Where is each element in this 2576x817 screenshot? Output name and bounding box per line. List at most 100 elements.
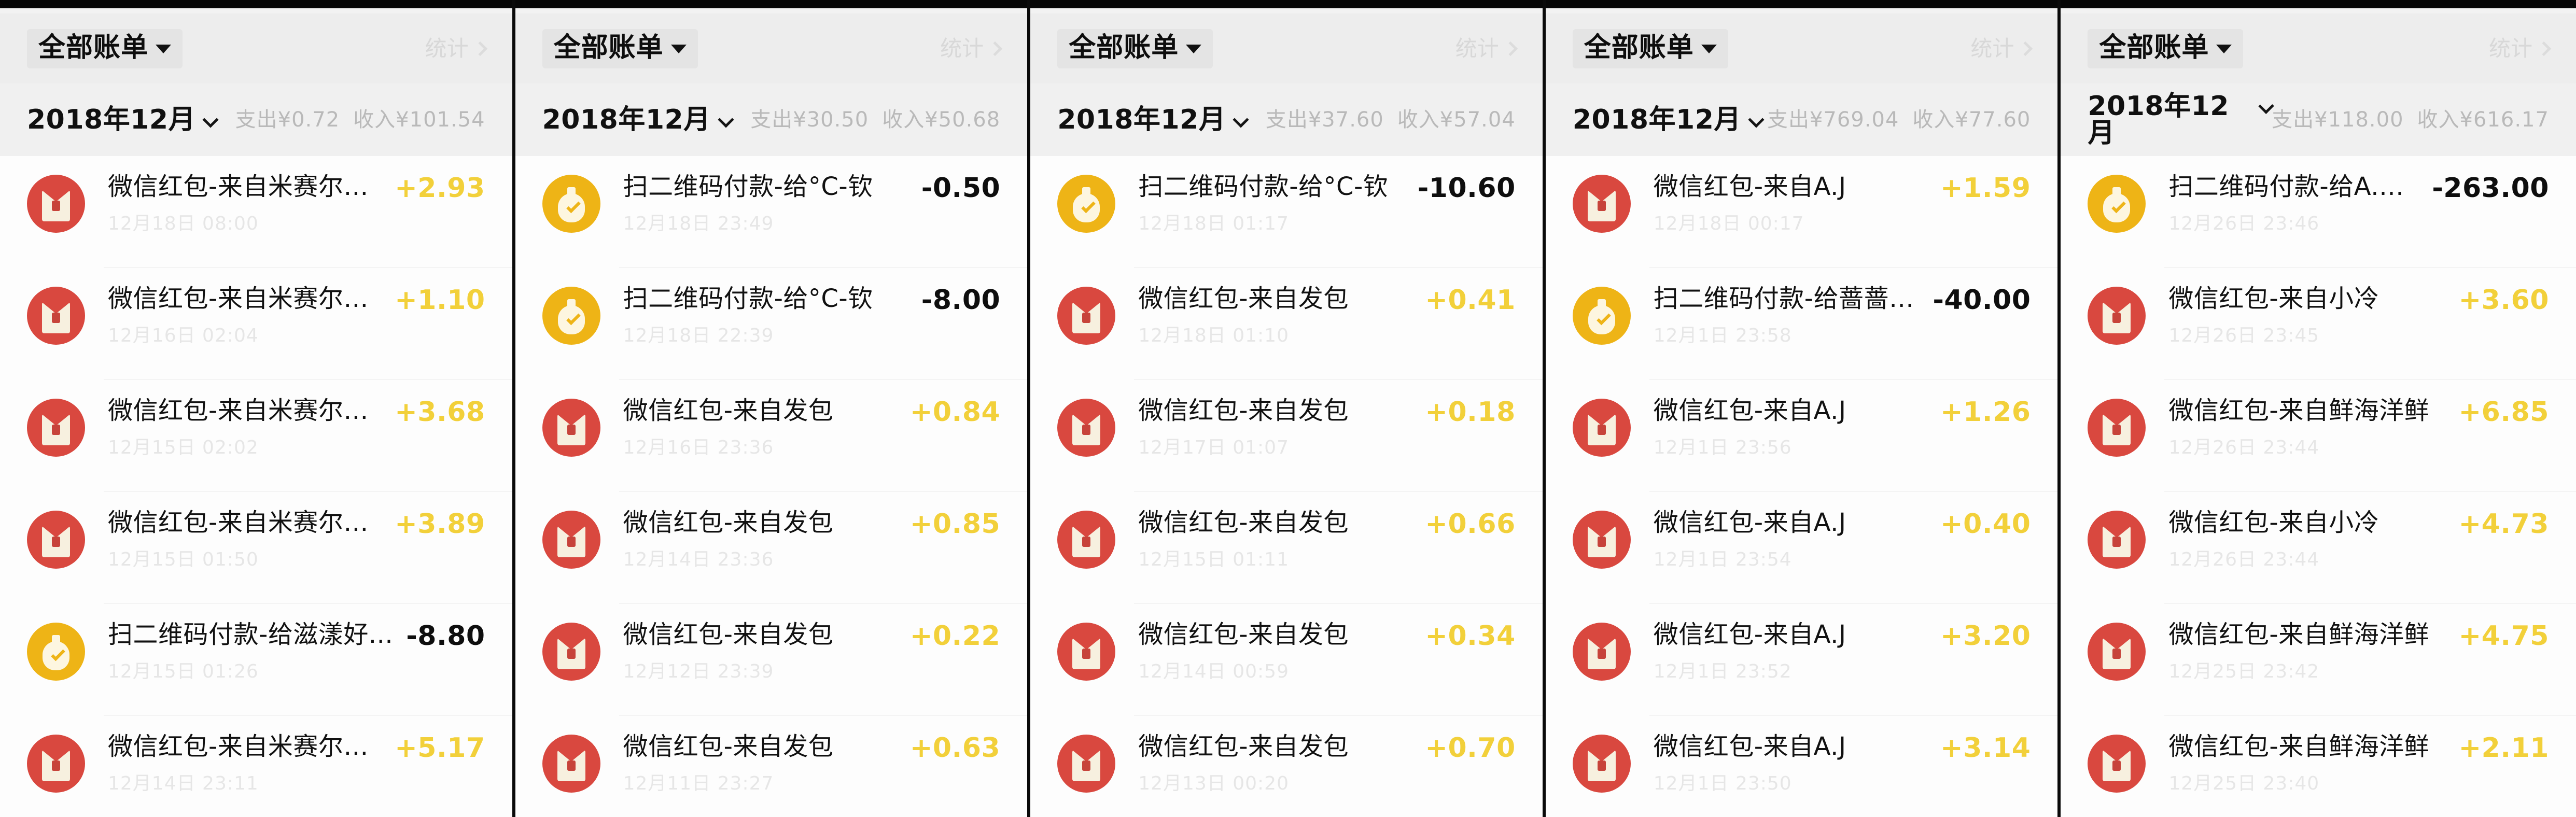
month-totals: 支出¥30.50 收入¥50.68 — [750, 109, 1000, 130]
transaction-details: 微信红包-来自发包 12月18日 01:10 — [1138, 283, 1415, 345]
month-summary-bar: 2018年12月 支出¥769.04 收入¥77.60 — [1545, 83, 2058, 156]
transaction-amount: +1.59 — [1940, 173, 2031, 204]
transaction-row[interactable]: 微信红包-来自A.J 12月1日 23:56 +1.26 — [1546, 380, 2058, 492]
transaction-date: 12月25日 23:40 — [2168, 773, 2320, 795]
statistics-link[interactable]: 统计 — [1455, 35, 1518, 61]
navigation-bar: 全部账单 统计 — [1030, 13, 1543, 83]
transaction-details: 微信红包-来自发包 12月11日 23:27 — [623, 730, 900, 793]
money-bag-icon — [1057, 175, 1116, 233]
transaction-amount: +1.26 — [1940, 397, 2031, 428]
transaction-row[interactable]: 扫二维码付款-给°C-钦 12月18日 01:17 -10.60 — [1030, 156, 1543, 268]
transaction-row[interactable]: 微信红包-来自米赛尔12-... 12月15日 02:02 +3.68 — [0, 380, 512, 492]
transaction-amount: -8.00 — [921, 285, 1001, 316]
month-selector[interactable]: 2018年12月 — [27, 106, 219, 133]
transaction-row[interactable]: 扫二维码付款-给蔷蔷的... 12月1日 23:58 -40.00 — [1546, 268, 2058, 380]
month-selector[interactable]: 2018年12月 — [1573, 106, 1765, 133]
transaction-row[interactable]: 扫二维码付款-给°C-钦 12月18日 22:39 -8.00 — [515, 268, 1028, 380]
red-envelope-icon — [542, 399, 600, 457]
transaction-row[interactable]: 微信红包-来自A.J 12月1日 23:52 +3.20 — [1546, 604, 2058, 716]
transaction-row[interactable]: 微信红包-来自发包 12月18日 01:10 +0.41 — [1030, 268, 1543, 380]
transaction-row[interactable]: 微信红包-来自米赛尔12-... 12月16日 02:04 +1.10 — [0, 268, 512, 380]
envelope-seal — [2112, 313, 2121, 323]
transaction-title: 扫二维码付款-给°C-钦 — [623, 285, 873, 313]
transaction-row[interactable]: 微信红包-来自发包 12月14日 00:59 +0.34 — [1030, 604, 1543, 716]
bill-filter-dropdown[interactable]: 全部账单 — [27, 29, 183, 68]
transaction-list[interactable]: 扫二维码付款-给A.虱... 12月26日 23:46 -263.00 微信红包-来自… — [2061, 156, 2576, 817]
transaction-row[interactable]: 微信红包-来自米赛尔12-... 12月14日 23:11 +5.17 — [0, 716, 512, 817]
transaction-row[interactable]: 扫二维码付款-给A.虱... 12月26日 23:46 -263.00 — [2061, 156, 2576, 268]
transaction-row[interactable]: 微信红包-来自A.J 12月18日 00:17 +1.59 — [1546, 156, 2058, 268]
envelope-seal — [1597, 425, 1606, 435]
statistics-link[interactable]: 统计 — [940, 37, 1003, 60]
transaction-title: 扫二维码付款-给°C-钦 — [623, 173, 873, 201]
transaction-title: 扫二维码付款-给A.虱... — [2168, 173, 2422, 201]
transaction-row[interactable]: 微信红包-来自发包 12月15日 01:11 +0.66 — [1030, 492, 1543, 604]
transaction-date: 12月15日 01:50 — [108, 549, 259, 571]
transaction-date: 12月25日 23:42 — [2168, 661, 2320, 683]
statistics-link[interactable]: 统计 — [425, 37, 487, 60]
transaction-row[interactable]: 微信红包-来自A.J 12月1日 23:54 +0.40 — [1546, 492, 2058, 604]
transaction-list[interactable]: 扫二维码付款-给°C-钦 12月18日 23:49 -0.50 扫二维码付款-给°C-… — [515, 156, 1028, 817]
transaction-row[interactable]: 微信红包-来自发包 12月11日 23:27 +0.63 — [515, 716, 1028, 817]
bill-filter-dropdown[interactable]: 全部账单 — [2088, 29, 2244, 68]
money-bag-icon — [2088, 175, 2146, 233]
transaction-list[interactable]: 微信红包-来自A.J 12月18日 00:17 +1.59 扫二维码付款-给蔷蔷的..… — [1545, 156, 2058, 817]
transaction-details: 微信红包-来自发包 12月12日 23:39 — [623, 618, 900, 681]
bill-filter-dropdown[interactable]: 全部账单 — [1572, 29, 1728, 68]
transaction-date: 12月16日 23:36 — [623, 437, 774, 459]
transaction-title: 微信红包-来自鲜海洋鲜 — [2168, 733, 2430, 761]
statistics-label: 统计 — [2488, 35, 2532, 61]
transaction-amount: +2.93 — [395, 173, 485, 204]
bill-filter-dropdown[interactable]: 全部账单 — [1057, 29, 1213, 68]
transaction-amount: +0.70 — [1425, 733, 1516, 764]
transaction-list[interactable]: 扫二维码付款-给°C-钦 12月18日 01:17 -10.60 微信红包-来自发包 1… — [1030, 156, 1543, 817]
transaction-row[interactable]: 微信红包-来自发包 12月13日 00:20 +0.70 — [1030, 716, 1543, 817]
transaction-details: 微信红包-来自A.J 12月1日 23:56 — [1654, 395, 1930, 457]
transaction-row[interactable]: 扫二维码付款-给°C-钦 12月18日 23:49 -0.50 — [515, 156, 1028, 268]
transaction-row[interactable]: 微信红包-来自鲜海洋鲜 12月25日 23:42 +4.75 — [2061, 604, 2576, 716]
transaction-row[interactable]: 微信红包-来自小冷 12月26日 23:44 +4.73 — [2061, 492, 2576, 604]
statistics-label: 统计 — [1455, 35, 1499, 61]
transaction-amount: -10.60 — [1417, 173, 1516, 204]
transaction-amount: -263.00 — [2432, 173, 2549, 204]
transaction-row[interactable]: 微信红包-来自鲜海洋鲜 12月26日 23:44 +6.85 — [2061, 380, 2576, 492]
transaction-row[interactable]: 微信红包-来自米赛尔12-... 12月18日 08:00 +2.93 — [0, 156, 512, 268]
status-bar — [2061, 0, 2576, 8]
transaction-details: 微信红包-来自米赛尔12-... 12月16日 02:04 — [108, 283, 384, 345]
statistics-link[interactable]: 统计 — [1970, 37, 2033, 60]
transaction-row[interactable]: 微信红包-来自小冷 12月26日 23:45 +3.60 — [2061, 268, 2576, 380]
transaction-row[interactable]: 微信红包-来自发包 12月16日 23:36 +0.84 — [515, 380, 1028, 492]
envelope-seal — [2112, 760, 2121, 771]
month-selector[interactable]: 2018年12月 — [1057, 106, 1249, 133]
month-selector[interactable]: 2018年12月 — [2088, 93, 2274, 147]
transaction-amount: +3.60 — [2458, 285, 2549, 316]
transaction-row[interactable]: 扫二维码付款-给滋漾好... 12月15日 01:26 -8.80 — [0, 604, 512, 716]
statistics-link[interactable]: 统计 — [2488, 35, 2552, 61]
transaction-list[interactable]: 微信红包-来自米赛尔12-... 12月18日 08:00 +2.93 微信红包-来自… — [0, 156, 512, 817]
bill-filter-label: 全部账单 — [2099, 32, 2209, 63]
transaction-row[interactable]: 微信红包-来自A.J 12月1日 23:50 +3.14 — [1546, 716, 2058, 817]
bill-screen: 全部账单 统计 2018年12月 支出¥118.00 收入¥616.17 扫二维码付款-给… — [2061, 0, 2576, 817]
transaction-row[interactable]: 微信红包-来自发包 12月14日 23:36 +0.85 — [515, 492, 1028, 604]
transaction-row[interactable]: 微信红包-来自发包 12月12日 23:39 +0.22 — [515, 604, 1028, 716]
transaction-details: 微信红包-来自发包 12月14日 23:36 — [623, 506, 900, 569]
month-totals: 支出¥118.00 收入¥616.17 — [2272, 109, 2549, 130]
transaction-title: 微信红包-来自发包 — [623, 733, 834, 761]
bill-filter-dropdown[interactable]: 全部账单 — [542, 29, 698, 68]
envelope-seal — [52, 313, 60, 323]
transaction-row[interactable]: 微信红包-来自发包 12月17日 01:07 +0.18 — [1030, 380, 1543, 492]
transaction-row[interactable]: 微信红包-来自鲜海洋鲜 12月25日 23:40 +2.11 — [2061, 716, 2576, 817]
transaction-title: 微信红包-来自米赛尔12-... — [108, 509, 385, 537]
expense-total: 支出¥37.60 — [1265, 108, 1384, 132]
transaction-date: 12月18日 23:49 — [623, 213, 774, 235]
money-bag-icon — [27, 623, 85, 681]
transaction-details: 扫二维码付款-给A.虱... 12月26日 23:46 — [2168, 171, 2421, 233]
transaction-title: 微信红包-来自发包 — [623, 397, 834, 425]
envelope-seal — [2112, 425, 2121, 435]
month-selector[interactable]: 2018年12月 — [542, 106, 734, 133]
red-envelope-icon — [1572, 623, 1631, 681]
transaction-details: 微信红包-来自A.J 12月18日 00:17 — [1654, 171, 1930, 233]
transaction-title: 微信红包-来自米赛尔12-... — [108, 285, 385, 313]
transaction-row[interactable]: 微信红包-来自米赛尔12-... 12月15日 01:50 +3.89 — [0, 492, 512, 604]
